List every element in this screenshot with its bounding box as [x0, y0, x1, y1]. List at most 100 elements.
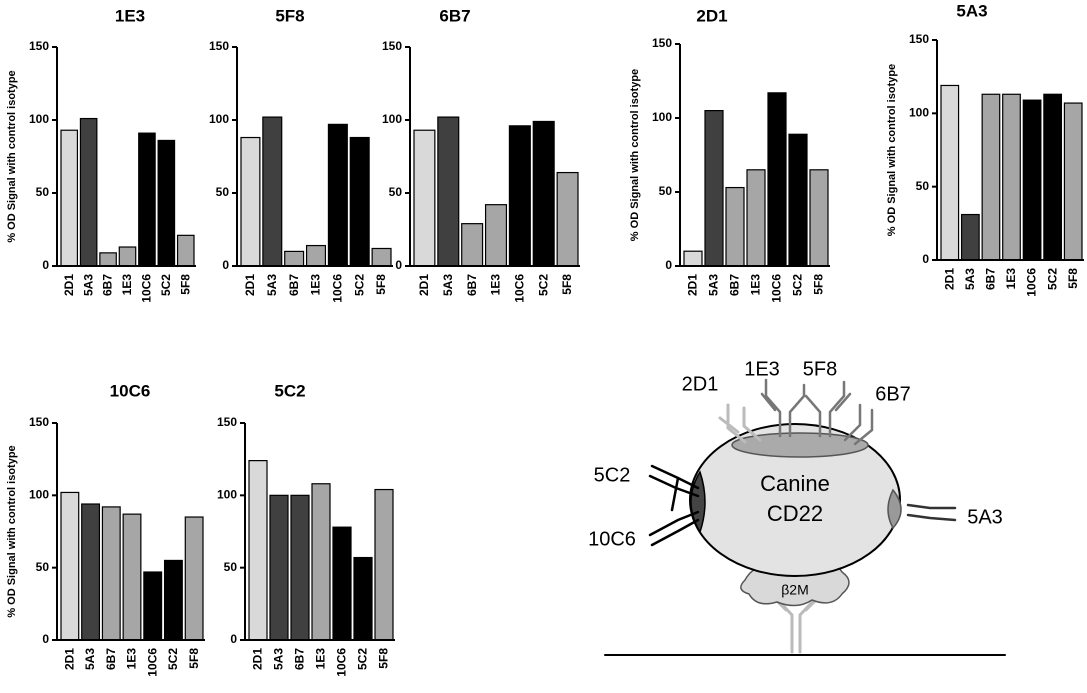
- x-tick-label: 1E3: [1004, 268, 1018, 290]
- antibody: [648, 510, 700, 547]
- epitope: [731, 432, 869, 458]
- y-tick-label: 50: [36, 185, 50, 199]
- bar: [704, 109, 724, 267]
- y-axis-label: % OD Signal with control isotype: [6, 445, 18, 617]
- bar: [311, 483, 331, 641]
- x-tick-label: 10C6: [331, 274, 345, 303]
- x-tick-label: 2D1: [251, 648, 265, 670]
- bar: [60, 129, 79, 267]
- y-tick-label: 100: [209, 112, 229, 126]
- bar: [788, 133, 808, 267]
- x-tick-label: 5A3: [441, 274, 455, 296]
- x-tick-label: 6B7: [728, 274, 742, 296]
- antibody-label: 1E3: [744, 358, 780, 380]
- bar: [556, 171, 579, 267]
- x-tick-label: 2D1: [62, 274, 76, 296]
- x-tick-label: 5C2: [536, 274, 550, 296]
- y-tick-label: 100: [909, 106, 929, 120]
- bar: [138, 132, 156, 267]
- antibody: [648, 464, 700, 512]
- y-tick-label: 50: [216, 185, 230, 199]
- bar: [725, 186, 745, 267]
- bar: [349, 136, 370, 267]
- y-tick-label: 100: [652, 110, 672, 124]
- x-tick-label: 1E3: [120, 274, 134, 296]
- x-tick-label: 5C2: [352, 274, 366, 296]
- y-tick-label: 0: [42, 632, 49, 646]
- bar: [163, 559, 183, 641]
- y-tick-label: 50: [389, 185, 403, 199]
- x-tick-label: 6B7: [287, 274, 301, 296]
- x-tick-label: 10C6: [140, 274, 154, 303]
- y-tick-label: 50: [224, 560, 238, 574]
- y-tick-label: 0: [395, 258, 402, 272]
- y-tick-label: 150: [382, 39, 402, 53]
- x-tick-label: 10C6: [513, 274, 527, 303]
- bar: [1043, 93, 1063, 261]
- x-tick-label: 5C2: [1045, 268, 1059, 290]
- y-tick-label: 0: [922, 252, 929, 266]
- x-tick-label: 5A3: [81, 274, 95, 296]
- y-tick-label: 0: [665, 258, 672, 272]
- bar: [184, 516, 204, 641]
- x-tick-label: 1E3: [309, 274, 323, 296]
- antibody: [906, 503, 957, 522]
- x-tick-label: 5F8: [812, 274, 826, 295]
- y-axis-label: % OD Signal with control isotype: [629, 69, 641, 241]
- x-tick-label: 1E3: [314, 648, 328, 670]
- antibody: [843, 403, 874, 446]
- chart-title: 5F8: [275, 6, 304, 25]
- bar: [332, 526, 352, 641]
- antibody-label: 5F8: [803, 358, 837, 380]
- bar: [374, 488, 394, 641]
- y-tick-label: 150: [209, 39, 229, 53]
- bar: [99, 252, 117, 267]
- chart-title: 6B7: [439, 6, 470, 25]
- y-tick-label: 150: [29, 415, 49, 429]
- chart-title: 5C2: [274, 381, 305, 400]
- bar: [767, 92, 787, 267]
- antibody: [804, 380, 852, 438]
- x-tick-label: 5A3: [272, 648, 286, 670]
- x-tick-label: 6B7: [293, 648, 307, 670]
- x-tick-label: 6B7: [104, 648, 118, 670]
- antibody: [770, 594, 822, 654]
- bar: [508, 125, 531, 267]
- x-tick-label: 5F8: [178, 274, 192, 295]
- antibody-label: 5C2: [594, 464, 631, 486]
- x-tick-label: 2D1: [417, 274, 431, 296]
- bar: [461, 223, 484, 267]
- x-tick-label: 10C6: [145, 648, 159, 677]
- x-tick-label: 1E3: [125, 648, 139, 670]
- x-tick-label: 5F8: [560, 274, 574, 295]
- y-tick-label: 150: [909, 32, 929, 46]
- bar: [60, 491, 80, 641]
- subunit-label: β2M: [781, 582, 809, 598]
- bar: [143, 571, 163, 641]
- y-tick-label: 100: [217, 488, 237, 502]
- antibody: [760, 378, 806, 438]
- x-tick-label: 5F8: [374, 274, 388, 295]
- bar: [290, 494, 310, 641]
- bar: [81, 503, 101, 641]
- bar: [371, 247, 392, 267]
- bar: [1022, 99, 1042, 261]
- y-tick-label: 50: [659, 184, 673, 198]
- x-tick-label: 2D1: [686, 274, 700, 296]
- y-tick-label: 150: [217, 415, 237, 429]
- chart-title: 1E3: [115, 6, 145, 25]
- bar: [981, 93, 1001, 261]
- bar: [1063, 102, 1083, 261]
- bar: [327, 123, 348, 267]
- x-tick-label: 6B7: [984, 268, 998, 290]
- bar: [413, 129, 436, 267]
- x-tick-label: 2D1: [243, 274, 257, 296]
- y-tick-label: 150: [29, 39, 49, 53]
- x-tick-label: 10C6: [1025, 268, 1039, 297]
- bar: [532, 120, 555, 267]
- y-axis-label: % OD Signal with control isotype: [886, 64, 898, 236]
- bar: [262, 116, 283, 267]
- bar: [118, 246, 137, 267]
- bar: [940, 84, 960, 261]
